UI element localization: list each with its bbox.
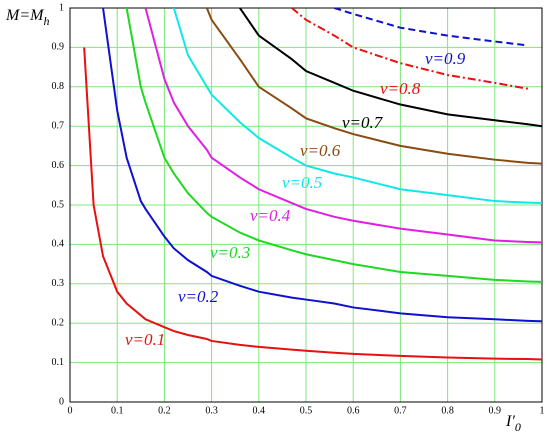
x-tick-label: 0.1 bbox=[111, 405, 124, 416]
y-tick-label: 0.7 bbox=[52, 120, 65, 131]
curve-label: v=0.1 bbox=[125, 330, 165, 349]
curve-label: v=0.6 bbox=[300, 141, 341, 160]
curve-label: v=0.9 bbox=[425, 49, 466, 68]
y-tick-label: 0.5 bbox=[52, 199, 65, 210]
x-tick-label: 0.9 bbox=[489, 405, 502, 416]
x-tick-label: 0.5 bbox=[300, 405, 313, 416]
y-tick-label: 1 bbox=[59, 2, 64, 13]
series-line bbox=[102, 8, 542, 323]
y-tick-label: 0.8 bbox=[52, 81, 65, 92]
series-line bbox=[334, 8, 528, 47]
x-tick-label: 0.2 bbox=[158, 405, 171, 416]
x-tick-label: 0.3 bbox=[205, 405, 218, 416]
curve-label: v=0.4 bbox=[250, 206, 291, 225]
y-axis-label-main: M=M bbox=[5, 7, 45, 24]
y-axis-label-sub: h bbox=[43, 14, 49, 28]
y-tick-label: 0.3 bbox=[52, 278, 65, 289]
series-line bbox=[125, 8, 542, 283]
x-tick-label: 0 bbox=[68, 405, 73, 416]
curve-label: v=0.2 bbox=[178, 287, 219, 306]
plot-frame bbox=[69, 7, 543, 403]
x-axis-label-sub: 0 bbox=[515, 420, 521, 434]
curve-label: v=0.3 bbox=[210, 243, 250, 262]
x-tick-label: 0.6 bbox=[347, 405, 360, 416]
x-tick-label: 0.4 bbox=[253, 405, 266, 416]
y-axis-label: M=Mh bbox=[5, 7, 49, 28]
x-tick-label: 1 bbox=[540, 405, 545, 416]
series-line bbox=[83, 47, 542, 361]
y-tick-label: 0.9 bbox=[52, 42, 65, 53]
curve-label: v=0.5 bbox=[282, 173, 322, 192]
x-tick-label: 0.7 bbox=[394, 405, 407, 416]
series-line bbox=[239, 8, 542, 128]
y-tick-label: 0.4 bbox=[52, 239, 65, 250]
y-tick-label: 0 bbox=[59, 396, 64, 407]
series-line bbox=[291, 8, 529, 90]
y-tick-label: 0.6 bbox=[52, 160, 65, 171]
y-tick-label: 0.2 bbox=[52, 317, 65, 328]
curve-label: v=0.7 bbox=[342, 113, 384, 132]
series-line bbox=[172, 8, 542, 205]
curve-label: v=0.8 bbox=[380, 79, 421, 98]
series-line bbox=[205, 8, 542, 165]
series-line bbox=[144, 8, 542, 244]
y-tick-label: 0.1 bbox=[52, 357, 65, 368]
x-axis-label-main: I′ bbox=[505, 413, 515, 430]
x-tick-label: 0.8 bbox=[441, 405, 454, 416]
x-axis-label: I′0 bbox=[505, 413, 521, 434]
